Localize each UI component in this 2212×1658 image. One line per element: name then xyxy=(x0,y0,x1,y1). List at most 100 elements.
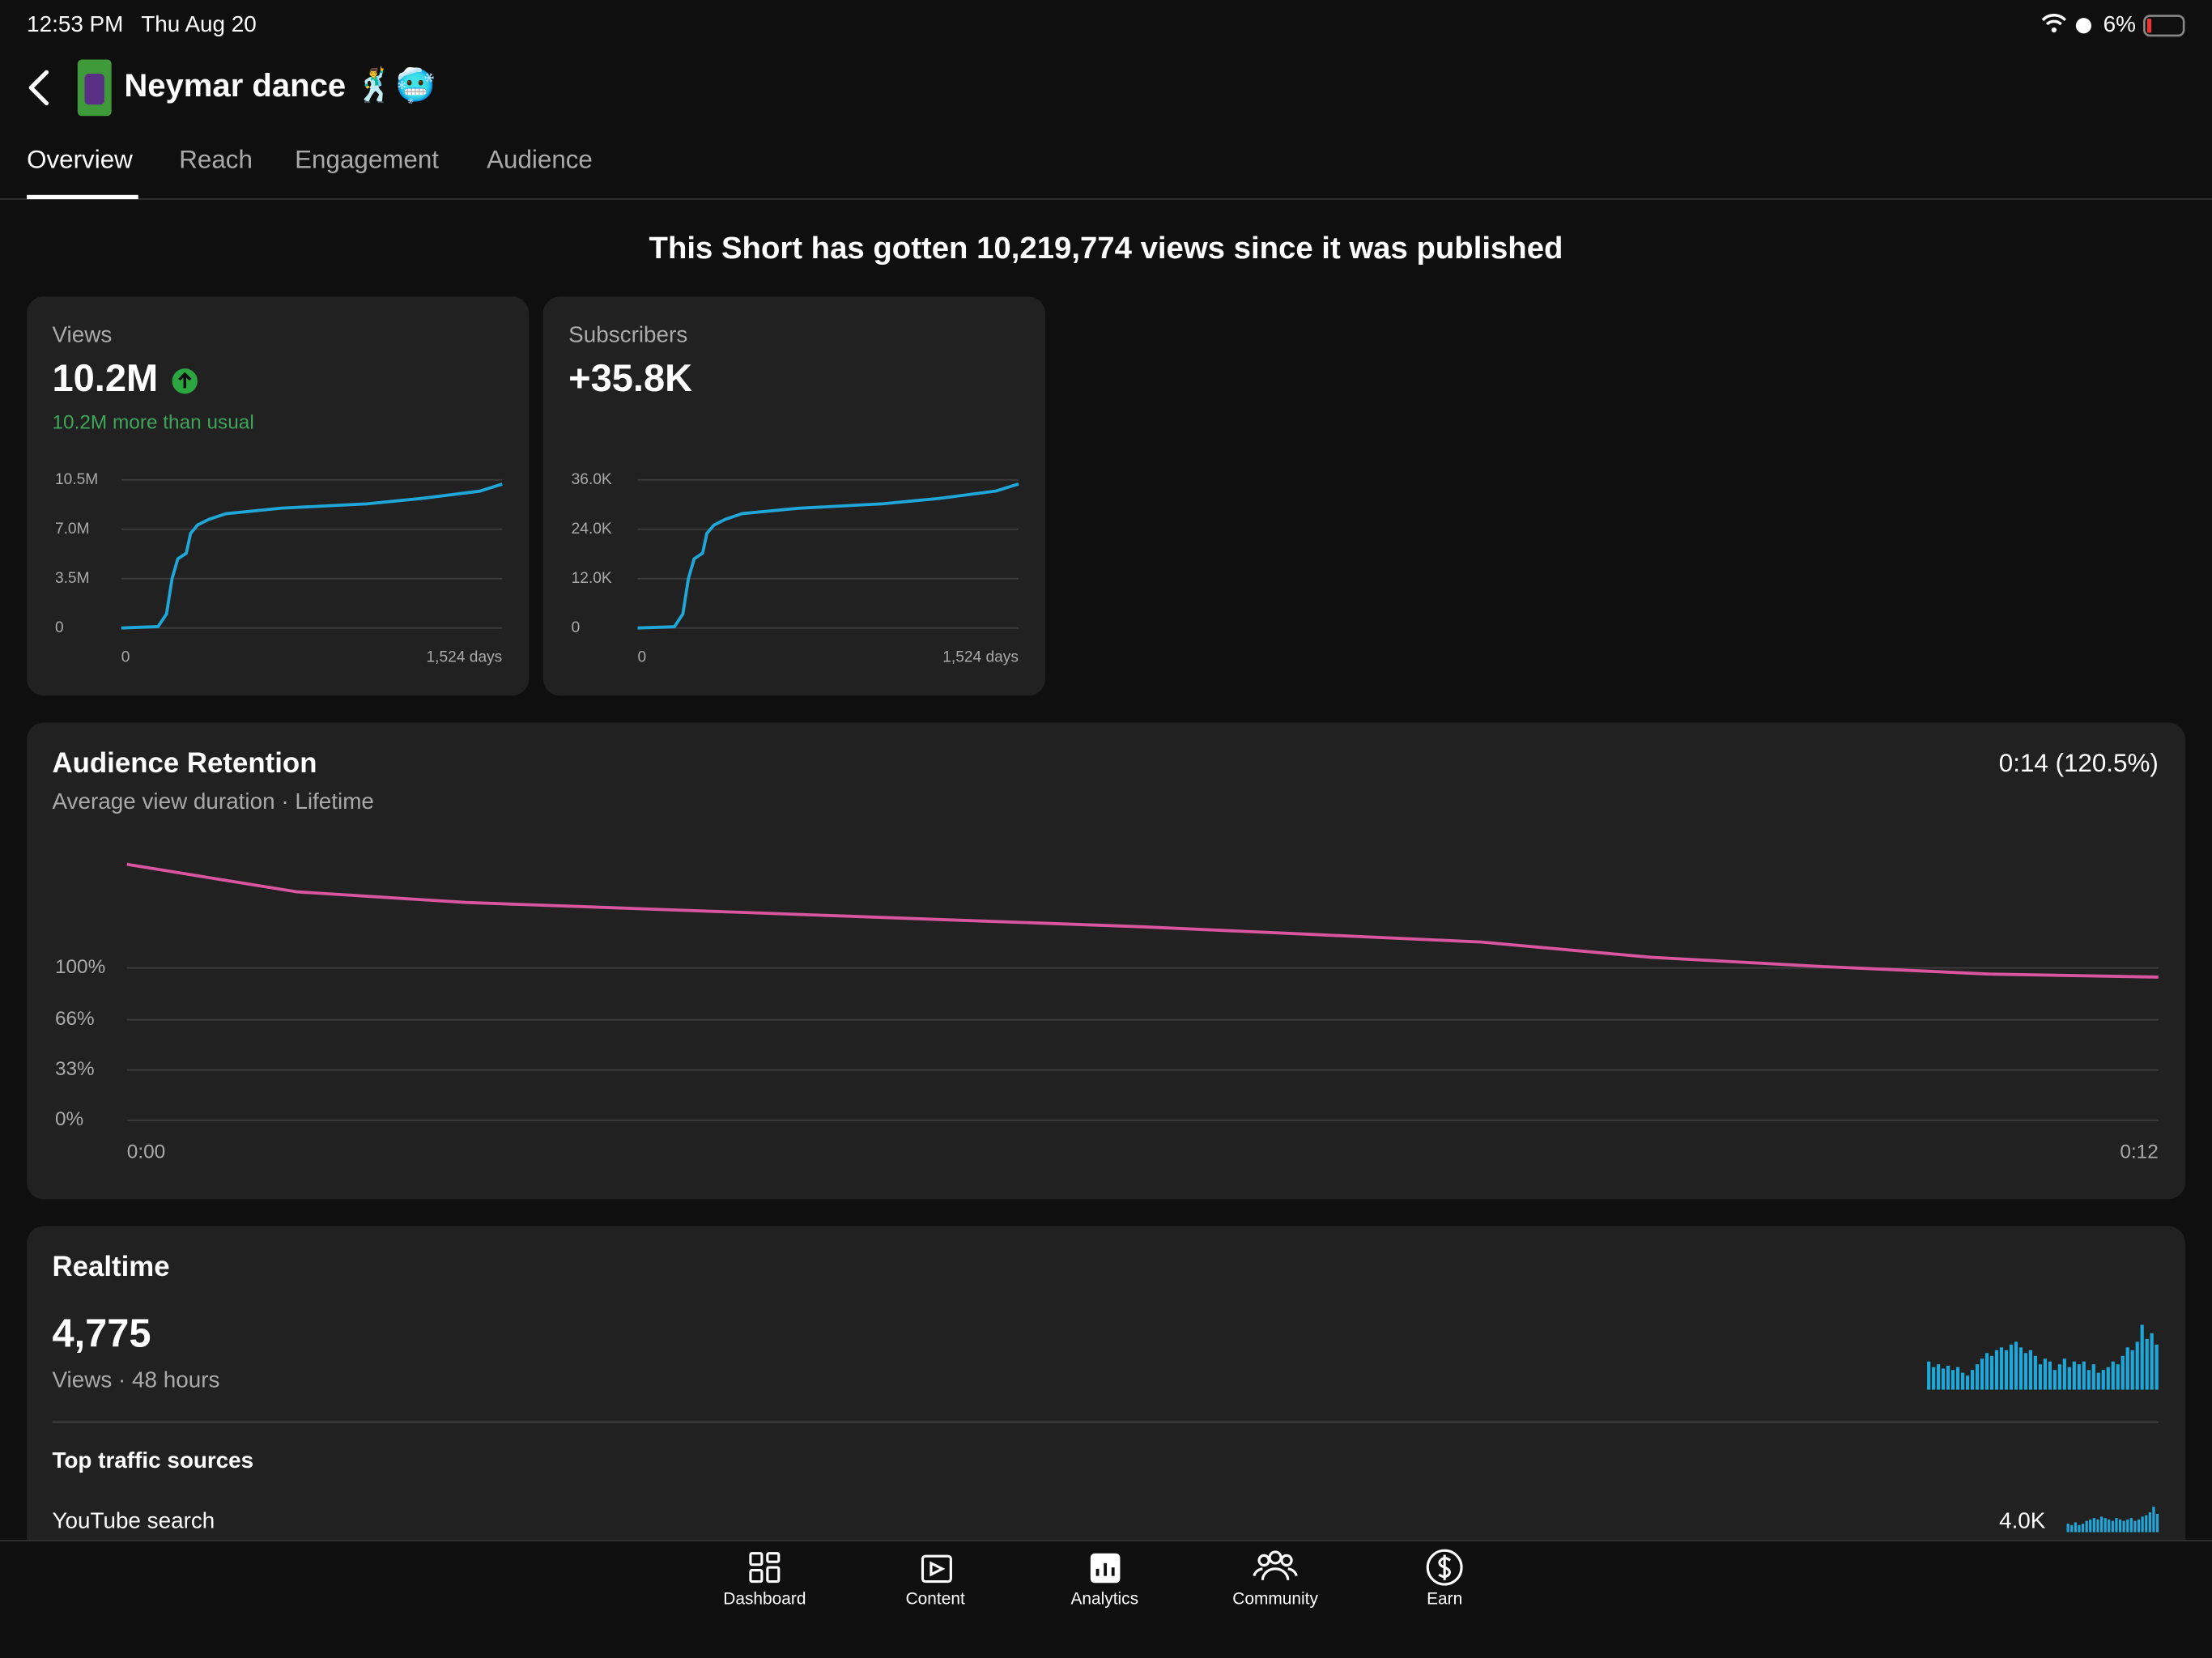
y-tick-label: 66% xyxy=(55,1008,95,1030)
x-tick-label: 1,524 days xyxy=(942,648,1019,665)
retention-summary: 0:14 (120.5%) xyxy=(1999,749,2159,777)
spark-bar xyxy=(2043,1358,2047,1390)
tab[interactable]: Overview xyxy=(27,145,133,173)
community-icon xyxy=(1268,1550,1283,1565)
card-subtitle: Views · 48 hours xyxy=(52,1367,219,1392)
spark-bar xyxy=(2062,1358,2066,1390)
spark-bar xyxy=(1942,1368,1946,1390)
spark-bar xyxy=(2089,1519,2092,1533)
nav-label[interactable]: Content xyxy=(906,1590,965,1609)
spark-bar xyxy=(2028,1350,2033,1390)
spark-bar xyxy=(2121,1355,2125,1390)
spark-bar xyxy=(2129,1518,2133,1533)
spark-bar xyxy=(1932,1367,1936,1390)
nav-label[interactable]: Community xyxy=(1232,1590,1318,1609)
source-name[interactable]: YouTube search xyxy=(52,1508,215,1533)
wifi-dot xyxy=(2051,27,2057,33)
y-tick-label: 0 xyxy=(55,619,64,636)
analytics-bars xyxy=(1095,1562,1115,1576)
realtime-value: 4,775 xyxy=(52,1312,151,1355)
content-play xyxy=(929,1561,946,1577)
dashboard-icon xyxy=(766,1566,781,1584)
alarm-icon xyxy=(2075,18,2092,34)
status-time: 12:53 PM xyxy=(27,11,123,36)
spark-bar xyxy=(2081,1524,2085,1533)
realtime-card[interactable] xyxy=(27,1226,2185,1565)
card-value: 10.2M xyxy=(52,356,158,399)
spark-bar xyxy=(1960,1372,1965,1390)
spark-bar xyxy=(2072,1361,2076,1390)
card-label: Subscribers xyxy=(568,321,687,346)
spark-bar xyxy=(2152,1507,2155,1533)
earn-dollar xyxy=(1438,1554,1452,1580)
spark-bar xyxy=(2067,1367,2071,1390)
community-icon xyxy=(1280,1554,1293,1567)
spark-bar xyxy=(2033,1355,2038,1390)
spark-bar xyxy=(2091,1364,2095,1390)
x-tick-label: 1,524 days xyxy=(427,648,503,665)
spark-bar xyxy=(2106,1367,2110,1390)
y-tick-label: 10.5M xyxy=(55,471,98,488)
tab[interactable]: Reach xyxy=(179,145,253,173)
spark-bar xyxy=(2004,1350,2009,1390)
y-tick-label: 3.5M xyxy=(55,570,90,587)
tab[interactable]: Audience xyxy=(487,145,593,173)
views-card[interactable] xyxy=(27,296,530,696)
subscribers-card[interactable] xyxy=(542,296,1046,696)
spark-bar xyxy=(2145,1338,2149,1390)
data-line xyxy=(126,862,2159,979)
spark-bar xyxy=(1970,1370,1975,1390)
bottom-nav: Dashboard Content Analytics Community Ea… xyxy=(0,1540,2212,1658)
x-tick-label: 0 xyxy=(637,648,646,665)
data-line xyxy=(637,483,1019,630)
x-tick-label: 0:12 xyxy=(2120,1141,2158,1163)
retention-card[interactable] xyxy=(27,722,2185,1200)
spark-bar xyxy=(2115,1518,2118,1533)
spark-bar xyxy=(2116,1364,2120,1390)
battery-fill xyxy=(2146,19,2152,33)
spark-bar xyxy=(2101,1370,2105,1390)
spark-bar xyxy=(2077,1364,2081,1390)
back-button[interactable] xyxy=(28,70,49,106)
video-title: Neymar dance 🕺🥶 xyxy=(124,66,436,105)
card-title: Realtime xyxy=(52,1251,169,1282)
spark-bar xyxy=(2118,1519,2122,1533)
spark-bar xyxy=(2137,1519,2141,1533)
spark-bar xyxy=(2155,1344,2159,1390)
x-tick-label: 0 xyxy=(121,648,130,665)
earn-icon xyxy=(1426,1549,1463,1586)
y-tick-label: 36.0K xyxy=(572,471,612,488)
spark-bar xyxy=(2145,1515,2148,1533)
spark-bar xyxy=(1950,1370,1955,1390)
spark-bar xyxy=(2150,1333,2154,1390)
spark-bar xyxy=(2082,1361,2086,1390)
data-line xyxy=(121,483,503,630)
spark-bar xyxy=(1946,1365,1950,1390)
spark-bar xyxy=(1927,1361,1931,1390)
spark-bar xyxy=(2009,1344,2014,1390)
section-title: Top traffic sources xyxy=(52,1448,253,1473)
x-tick-label: 0:00 xyxy=(127,1141,165,1163)
spark-bar xyxy=(2078,1524,2081,1533)
y-tick-label: 33% xyxy=(55,1058,95,1080)
dashboard-icon xyxy=(766,1552,781,1563)
spark-bar xyxy=(2125,1347,2129,1390)
nav-label[interactable]: Dashboard xyxy=(723,1590,806,1609)
spark-bar xyxy=(2140,1324,2144,1390)
spark-bar xyxy=(2096,1372,2100,1390)
tab[interactable]: Engagement xyxy=(295,145,439,173)
spark-bar xyxy=(2048,1361,2052,1390)
y-tick-label: 100% xyxy=(55,956,105,978)
up-arrow xyxy=(178,372,192,389)
card-subtitle: Average view duration · Lifetime xyxy=(52,789,373,814)
spark-bar xyxy=(2141,1516,2144,1533)
spark-bar xyxy=(2126,1519,2129,1533)
nav-label[interactable]: Analytics xyxy=(1070,1590,1138,1609)
spark-bar xyxy=(2130,1350,2134,1390)
spark-bar xyxy=(2135,1341,2139,1390)
spark-bar xyxy=(1984,1353,1989,1390)
y-tick-label: 0% xyxy=(55,1108,83,1130)
spark-bar xyxy=(2111,1361,2115,1390)
nav-label[interactable]: Earn xyxy=(1427,1590,1462,1609)
